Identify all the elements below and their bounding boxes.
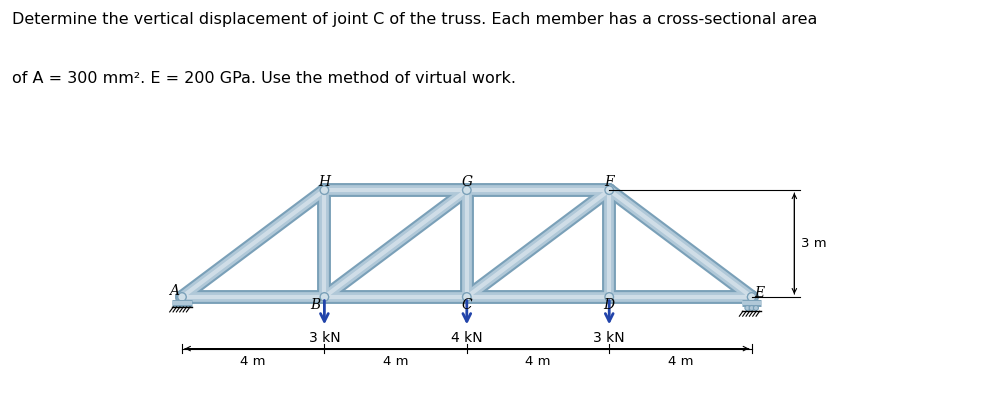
Circle shape — [605, 293, 613, 301]
Text: 4 m: 4 m — [383, 355, 408, 368]
Text: C: C — [462, 298, 472, 312]
Text: G: G — [461, 175, 473, 189]
Text: E: E — [755, 286, 764, 300]
Text: 4 m: 4 m — [668, 355, 693, 368]
Circle shape — [749, 305, 755, 310]
Text: B: B — [311, 298, 320, 312]
Text: 4 m: 4 m — [240, 355, 266, 368]
Circle shape — [178, 293, 186, 301]
Text: Determine the vertical displacement of joint C of the truss. Each member has a c: Determine the vertical displacement of j… — [12, 12, 817, 27]
Text: F: F — [604, 175, 614, 189]
Text: 3 m: 3 m — [801, 237, 827, 250]
Circle shape — [754, 305, 759, 310]
Circle shape — [320, 186, 328, 194]
Circle shape — [748, 293, 756, 301]
Text: 3 kN: 3 kN — [593, 331, 625, 345]
Circle shape — [463, 293, 471, 301]
Text: 3 kN: 3 kN — [309, 331, 340, 345]
Text: H: H — [318, 175, 330, 189]
Circle shape — [605, 186, 613, 194]
Text: D: D — [603, 298, 615, 312]
Circle shape — [745, 305, 750, 310]
Circle shape — [463, 186, 471, 194]
Circle shape — [320, 293, 328, 301]
Text: 4 kN: 4 kN — [451, 331, 483, 345]
Text: of A = 300 mm². E = 200 GPa. Use the method of virtual work.: of A = 300 mm². E = 200 GPa. Use the met… — [12, 71, 516, 86]
Text: 4 m: 4 m — [525, 355, 551, 368]
Text: A: A — [169, 284, 179, 297]
